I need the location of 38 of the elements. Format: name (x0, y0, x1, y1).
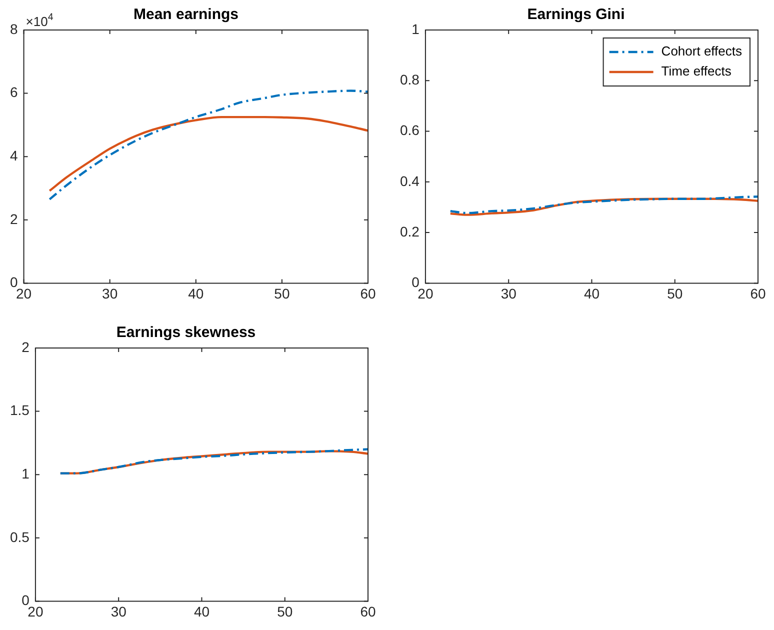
y-tick-label: 1 (412, 20, 420, 37)
x-tick-label: 60 (750, 285, 766, 302)
x-tick-label: 40 (188, 285, 204, 302)
y-tick-label: 0.6 (400, 122, 420, 138)
chart-title: Mean earnings (133, 6, 239, 24)
x-tick-label: 60 (360, 603, 376, 620)
x-tick-label: 30 (500, 285, 517, 302)
x-tick-label: 30 (110, 603, 127, 620)
x-tick-label: 40 (194, 603, 210, 620)
x-tick-label: 50 (667, 285, 683, 302)
y-tick-label: 8 (10, 20, 18, 37)
y-tick-label: 0.8 (400, 72, 420, 88)
line-series (48, 90, 368, 200)
y-tick-label: 1 (22, 465, 30, 482)
y-tick-label: 4 (10, 147, 18, 164)
y-tick-label: 0 (22, 592, 30, 608)
x-tick-label: 30 (102, 285, 118, 302)
y-tick-label: 2 (10, 210, 18, 227)
x-tick-label: 40 (584, 285, 600, 302)
x-tick-label: 50 (274, 285, 290, 302)
chart-title: Earnings Gini (527, 6, 625, 24)
y-tick-label: 0.2 (400, 223, 420, 240)
x-tick-label: 20 (16, 285, 32, 302)
y-tick-label: 6 (10, 84, 18, 100)
y-tick-label: 1.5 (10, 402, 30, 418)
y-tick-label: 2 (22, 338, 30, 355)
chart-title: Earnings skewness (116, 324, 256, 342)
y-tick-label: 0.5 (10, 528, 30, 545)
line-series (48, 116, 368, 192)
x-tick-label: 20 (418, 285, 434, 302)
y-tick-label: 0.4 (400, 172, 420, 189)
x-tick-label: 50 (277, 603, 293, 620)
legend-label: Cohort effects (661, 44, 742, 59)
x-tick-label: 20 (28, 603, 44, 620)
legend-label: Time effects (661, 64, 732, 79)
y-tick-label: 0 (412, 274, 420, 290)
x-tick-label: 60 (360, 285, 376, 302)
y-tick-label: 0 (10, 274, 18, 290)
